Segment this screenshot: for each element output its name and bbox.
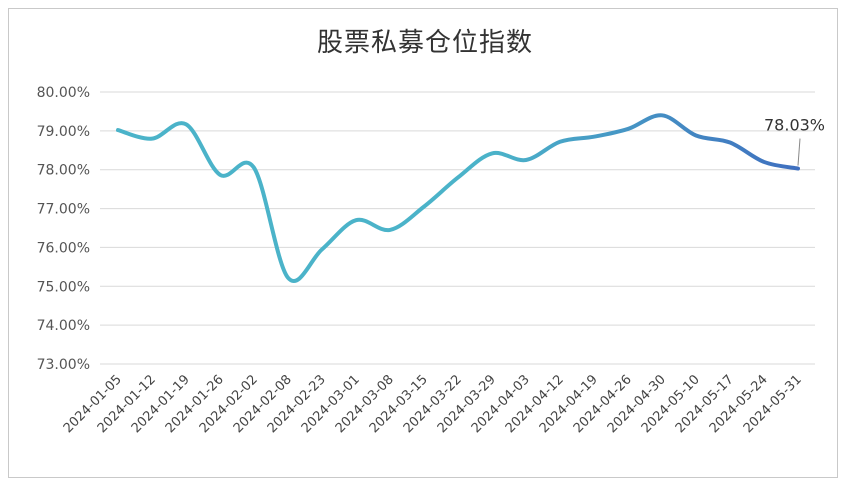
y-tick-label: 80.00% (37, 85, 90, 101)
data-point (422, 205, 426, 209)
data-point (218, 173, 222, 177)
data-point (694, 134, 698, 138)
data-point (252, 166, 256, 170)
annotation-leader (797, 138, 801, 166)
y-tick-label: 77.00% (37, 202, 90, 218)
annotation-group: 78.03% (764, 116, 825, 166)
data-point (184, 122, 188, 126)
data-point (490, 151, 494, 155)
data-point (796, 167, 800, 171)
data-point (456, 175, 460, 179)
data-point (762, 160, 766, 164)
y-tick-label: 79.00% (37, 124, 90, 140)
y-tick-label: 75.00% (37, 279, 90, 295)
y-tick-label: 76.00% (37, 240, 90, 256)
y-tick-label: 74.00% (37, 318, 90, 334)
data-label: 78.03% (764, 116, 825, 135)
data-point (660, 113, 664, 117)
data-point (320, 247, 324, 251)
data-point (286, 276, 290, 280)
data-point (388, 228, 392, 232)
data-point (626, 127, 630, 131)
data-point (524, 158, 528, 162)
data-point (592, 135, 596, 139)
y-tick-label: 78.00% (37, 163, 90, 179)
data-point (116, 128, 120, 132)
y-tick-label: 73.00% (37, 357, 90, 373)
y-axis: 80.00% 79.00% 78.00% 77.00% 76.00% 75.00% 74.0… (37, 85, 90, 373)
data-point (728, 141, 732, 145)
gridlines (100, 91, 815, 365)
chart-frame (8, 8, 838, 478)
data-point (354, 218, 358, 222)
data-point (150, 137, 154, 141)
x-axis: 2024-01-052024-01-122024-01-192024-01-26… (61, 372, 805, 436)
data-point (558, 140, 562, 144)
chart-title: 股票私募仓位指数 (316, 28, 533, 58)
series-line (116, 113, 800, 283)
series-line-group (116, 113, 800, 283)
